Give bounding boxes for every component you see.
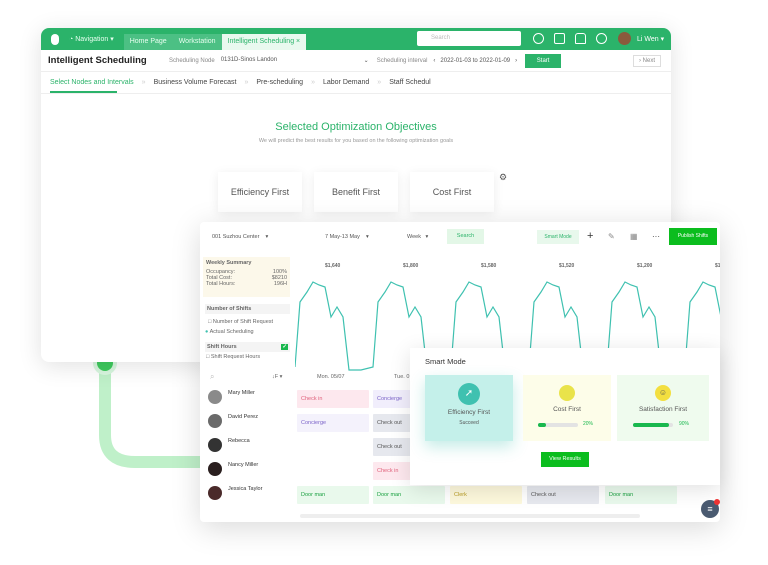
sort-icon[interactable]: ↓F ▾ <box>272 374 283 380</box>
search-icon[interactable]: ⌕ <box>210 372 215 381</box>
smile-icon: ☺ <box>655 385 671 401</box>
shift-hours-toggle[interactable]: Shift Hours ✓ <box>205 342 290 352</box>
avatar[interactable] <box>618 32 631 45</box>
top-nav: ◔ Navigation ▾ Home Page Workstation Int… <box>41 28 671 50</box>
step-4[interactable]: Labor Demand <box>322 79 370 86</box>
gear-icon[interactable] <box>596 33 607 44</box>
step-3[interactable]: Pre-scheduling <box>256 79 304 86</box>
add-icon[interactable]: + <box>587 230 594 242</box>
store-select[interactable]: 001 Suzhou Center ▾ <box>212 234 269 240</box>
day-cost: $1,640 <box>325 263 341 269</box>
day-cost: $1,200 <box>637 263 653 269</box>
grid-icon[interactable]: ▦ <box>630 232 638 241</box>
help-icon[interactable] <box>533 33 544 44</box>
connector-line <box>93 351 202 468</box>
day-header: Tue. 0 <box>394 374 410 380</box>
day-cost: $1,800 <box>403 263 419 269</box>
shift-block[interactable]: Check out <box>527 486 599 504</box>
money-icon <box>559 385 575 401</box>
next-button[interactable]: › Next <box>632 54 661 67</box>
card-cost[interactable]: Cost First 20% <box>523 375 611 441</box>
step-2[interactable]: Business Volume Forecast <box>153 79 237 86</box>
objective-benefit[interactable]: Benefit First <box>314 172 398 212</box>
time-select[interactable]: 7 May-13 May ▾ <box>325 234 369 240</box>
avatar <box>208 414 222 428</box>
tab-workstation[interactable]: Workstation <box>172 34 222 50</box>
objectives-heading: Selected Optimization Objectives <box>275 121 437 133</box>
day-cost: $1,520 <box>559 263 575 269</box>
more-icon[interactable]: ··· <box>652 232 660 241</box>
settings-icon[interactable]: ⚙ <box>499 172 508 182</box>
inbox-icon[interactable] <box>554 33 565 44</box>
navigation-menu[interactable]: ◔ Navigation ▾ <box>69 36 114 43</box>
day-header: Mon. 05/07 <box>317 374 345 380</box>
smart-mode-button[interactable]: Smart Mode <box>537 230 579 244</box>
tab-home[interactable]: Home Page <box>123 34 173 50</box>
option-shift-request[interactable]: □ Number of Shift Request <box>208 319 274 325</box>
avatar <box>208 390 222 404</box>
user-menu[interactable]: Li Wen ▾ <box>637 36 665 43</box>
avatar <box>208 438 222 452</box>
tab-intelligent-scheduling[interactable]: Intelligent Scheduling × <box>221 34 307 50</box>
objectives-subheading: We will predict the best results for you… <box>258 138 454 144</box>
logo-icon <box>51 33 59 45</box>
rocket-icon: ➚ <box>458 383 480 405</box>
objective-efficiency[interactable]: Efficiency First <box>218 172 302 212</box>
shift-block[interactable]: Door man <box>297 486 369 504</box>
option-shift-request-hours[interactable]: □ Shift Request Hours <box>206 354 261 360</box>
shift-block[interactable]: Clerk <box>450 486 522 504</box>
option-actual-scheduling[interactable]: ● Actual Scheduling <box>205 329 254 335</box>
shift-block[interactable]: Check in <box>297 390 369 408</box>
avatar <box>208 462 222 476</box>
card-efficiency[interactable]: ➚ Efficiency First Succeed <box>425 375 513 441</box>
bell-icon[interactable] <box>575 33 586 44</box>
shift-block[interactable]: Door man <box>373 486 445 504</box>
search-button[interactable]: Search <box>447 229 484 244</box>
notification-badge <box>714 499 720 505</box>
interval-picker[interactable]: ‹ 2022-01-03 to 2022-01-09 › <box>433 57 518 64</box>
avatar <box>208 486 222 500</box>
day-cost: $1,6 <box>715 263 720 269</box>
page-title: Intelligent Scheduling <box>48 55 147 66</box>
smart-mode-popup: Smart Mode ➚ Efficiency First Succeed Co… <box>410 348 720 485</box>
start-button[interactable]: Start <box>525 53 562 68</box>
step-bar: Select Nodes and Intervals» Business Vol… <box>41 72 671 94</box>
title-row: Intelligent Scheduling Scheduling Node 0… <box>41 50 671 72</box>
card-satisfaction[interactable]: ☺ Satisfaction First 90% <box>617 375 709 441</box>
shift-block[interactable]: Door man <box>605 486 677 504</box>
objective-cost[interactable]: Cost First <box>410 172 494 212</box>
tool-icon[interactable]: ✎ <box>608 232 615 241</box>
view-select[interactable]: Week ▾ <box>407 234 429 240</box>
scheduling-node-select[interactable]: 0131D-Sinos Landon ⌄ <box>220 57 369 64</box>
search-input[interactable]: Search <box>417 31 521 46</box>
publish-shifts-button[interactable]: Publish Shifts <box>669 228 717 245</box>
weekly-summary: Weekly Summary Occupancy: 100% Total Cost… <box>203 257 290 297</box>
day-cost: $1,580 <box>481 263 497 269</box>
shift-block[interactable]: Concierge <box>297 414 369 432</box>
step-1[interactable]: Select Nodes and Intervals <box>50 79 134 86</box>
view-results-button[interactable]: View Results <box>541 452 589 467</box>
horizontal-scrollbar[interactable] <box>300 514 640 518</box>
step-5[interactable]: Staff Schedul <box>389 79 431 86</box>
active-step-indicator <box>50 91 117 93</box>
cost-progress <box>538 423 546 427</box>
satisfaction-progress <box>633 423 669 427</box>
